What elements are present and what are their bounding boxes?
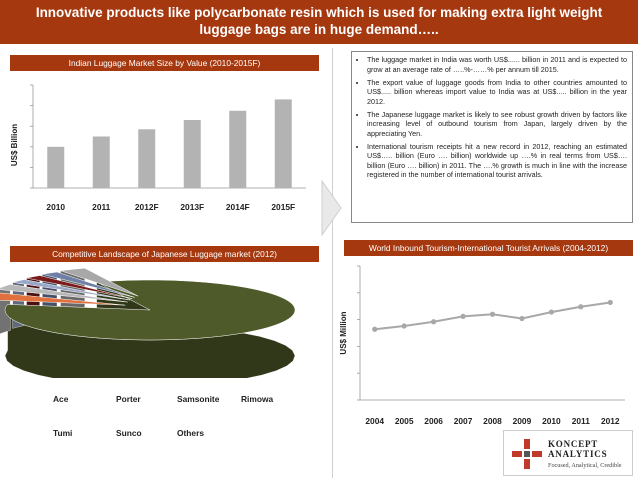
logo-mark-icon [512, 439, 542, 469]
pie-chart-title: Competitive Landscape of Japanese Luggag… [10, 246, 319, 262]
line-point [431, 319, 437, 325]
line-point [460, 313, 466, 319]
bar [138, 129, 156, 188]
bar [274, 99, 292, 188]
bar-x-tick-label: 2012F [135, 202, 159, 212]
line-point [607, 299, 613, 306]
line-chart-title: World Inbound Tourism-International Tour… [344, 240, 633, 256]
bar-x-tick-label: 2011 [92, 202, 111, 212]
bullet-item: International tourism receipts hit a new… [367, 142, 627, 180]
line-point [372, 326, 378, 332]
logo-name-line1: KONCEPT [548, 439, 599, 449]
line-point [401, 323, 407, 329]
line-x-tick-label: 2009 [513, 416, 532, 426]
line-x-tick-label: 2012 [601, 416, 620, 426]
line-x-tick-label: 2008 [483, 416, 502, 426]
pie-slice-others [60, 268, 139, 297]
line-x-tick-label: 2011 [572, 416, 591, 426]
line-x-tick-label: 2005 [395, 416, 414, 426]
bullet-item: The Japanese luggage market is likely to… [367, 110, 627, 139]
pie-slice-sunco [42, 271, 135, 298]
bar [183, 120, 201, 188]
pie-slice-ace [4, 279, 296, 341]
logo-tagline: Focused, Analytical, Credible [548, 462, 622, 469]
bullet-item: The luggage market in India was worth US… [367, 55, 627, 74]
key-findings-box: The luggage market in India was worth US… [351, 51, 633, 223]
bar [229, 110, 247, 188]
bar-chart: US$ Billion 2010 2011 2012F 2013F 2014F 2015F [10, 84, 306, 212]
page-title: Innovative products like polycarbonate r… [0, 0, 638, 44]
legend-label-samsonite: Samsonite [177, 394, 220, 404]
bar-x-tick-label: 2014F [226, 202, 250, 212]
arrow-right-icon [321, 180, 342, 236]
line-chart: US$ Million 2004 2005 2006 2007 2008 2009 2010… [339, 265, 625, 426]
legend-label-rimowa: Rimowa [241, 394, 274, 404]
company-logo: KONCEPT ANALYTICS Focused, Analytical, C… [503, 430, 633, 476]
legend-label-sunco: Sunco [116, 428, 142, 438]
bar [92, 136, 110, 188]
line-point [548, 309, 554, 315]
pie-slice-rimowa [12, 279, 131, 301]
line-point [519, 315, 525, 322]
legend-label-tumi: Tumi [53, 428, 73, 438]
legend-label-porter: Porter [116, 394, 141, 404]
pie-slice-tumi [26, 275, 133, 299]
line-point [489, 311, 496, 317]
line-x-tick-label: 2004 [365, 416, 384, 426]
bar [47, 146, 65, 188]
pie-slice-samsonite [0, 284, 128, 303]
bar-x-tick-label: 2010 [46, 202, 65, 212]
bar-x-tick-label: 2013F [180, 202, 204, 212]
column-divider [332, 48, 333, 478]
line-ylabel: US$ Million [339, 311, 348, 354]
bullet-item: The export value of luggage goods from I… [367, 78, 627, 107]
line-point [578, 304, 584, 310]
pie-legend: Ace Porter Samsonite Rimowa Tumi Sunco O… [0, 390, 330, 450]
legend-label-others: Others [177, 428, 204, 438]
bar-chart-title: Indian Luggage Market Size by Value (201… [10, 55, 319, 71]
pie-slice-porter [0, 292, 126, 306]
line-x-tick-label: 2010 [542, 416, 561, 426]
legend-label-ace: Ace [53, 394, 69, 404]
line-x-tick-label: 2007 [454, 416, 473, 426]
bar-ylabel: US$ Billion [10, 124, 19, 166]
pie-chart [0, 268, 296, 378]
bar-x-tick-label: 2015F [271, 202, 295, 212]
logo-name-line2: ANALYTICS [548, 449, 608, 459]
line-x-tick-label: 2006 [424, 416, 443, 426]
